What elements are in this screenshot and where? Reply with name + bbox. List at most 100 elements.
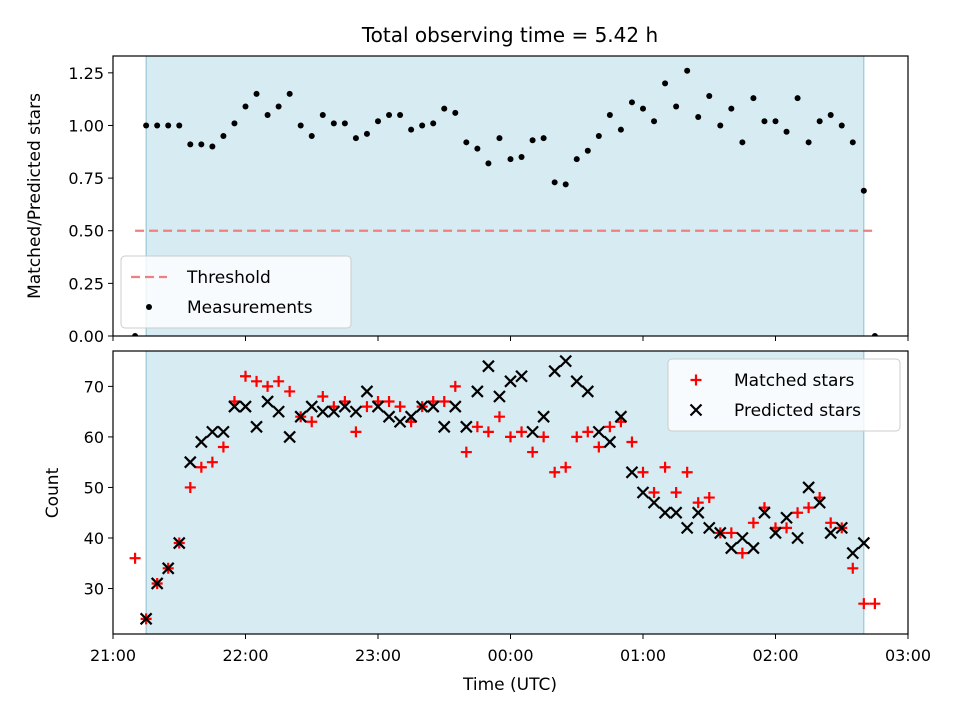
bottom-series-1-point bbox=[515, 369, 528, 383]
top-series-0-point bbox=[408, 126, 415, 133]
top-panel: 0.00 0.25 0.50 0.75 1.00 1.25 Threshold Measure… bbox=[68, 55, 909, 346]
bottom-series-1-point bbox=[747, 541, 760, 555]
bottom-series-0-point bbox=[604, 421, 616, 433]
bottom-series-0-point bbox=[747, 517, 759, 529]
top-legend-label: Threshold bbox=[186, 268, 271, 288]
top-series-0-point bbox=[485, 160, 492, 167]
top-series-0-point bbox=[132, 333, 139, 336]
top-series-0-point bbox=[551, 179, 558, 186]
bottom-series-1-point bbox=[371, 400, 385, 413]
bottom-series-0-point bbox=[725, 527, 737, 539]
bottom-series-0-point bbox=[306, 416, 318, 428]
top-series-0-point bbox=[651, 118, 658, 125]
bottom-series-0-point bbox=[571, 431, 583, 443]
bottom-series-1-point bbox=[437, 420, 451, 434]
bottom-y-axis-label: Count bbox=[43, 467, 63, 518]
top-y-tick-label: 0.00 bbox=[68, 327, 104, 346]
bottom-legend-swatch bbox=[689, 403, 703, 417]
bottom-series-1-point bbox=[581, 385, 595, 398]
bottom-series-0-point bbox=[251, 375, 263, 387]
bottom-series-0-point bbox=[803, 502, 815, 514]
top-series-0-point bbox=[441, 105, 448, 112]
bottom-y-tick-label: 40 bbox=[84, 529, 104, 548]
top-series-0-point bbox=[319, 111, 326, 118]
bottom-series-0-point bbox=[869, 598, 881, 610]
x-tick-label: 22:00 bbox=[222, 646, 268, 665]
top-series-0-point bbox=[430, 120, 437, 127]
x-tick-label: 00:00 bbox=[487, 646, 533, 665]
top-series-0-point bbox=[662, 80, 669, 87]
top-series-0-point bbox=[375, 118, 381, 125]
bottom-series-0-point bbox=[449, 380, 461, 392]
bottom-series-1-point bbox=[636, 486, 650, 499]
bottom-series-1-point bbox=[592, 425, 606, 439]
top-series-0-point bbox=[606, 111, 613, 118]
bottom-y-tick-label: 50 bbox=[84, 478, 104, 497]
bottom-series-1-point bbox=[846, 546, 860, 560]
top-series-0-point bbox=[452, 109, 459, 116]
bottom-series-1-point bbox=[736, 531, 749, 545]
top-series-0-point bbox=[308, 133, 315, 139]
bottom-series-1-point bbox=[603, 435, 617, 449]
bottom-series-1-point bbox=[261, 395, 274, 408]
top-series-0-point bbox=[165, 122, 172, 129]
top-y-tick-label: 1.25 bbox=[68, 64, 104, 83]
top-series-0-point bbox=[573, 156, 580, 163]
bottom-legend-label: Predicted stars bbox=[734, 401, 861, 421]
bottom-series-1-point bbox=[360, 385, 374, 398]
top-series-0-point bbox=[198, 141, 205, 148]
bottom-series-0-point bbox=[262, 380, 274, 392]
top-legend-label: Measurements bbox=[187, 298, 313, 318]
bottom-series-1-point bbox=[691, 506, 705, 519]
top-series-0-point bbox=[695, 114, 702, 121]
bottom-series-1-point bbox=[625, 466, 639, 479]
bottom-series-1-point bbox=[658, 506, 672, 519]
top-y-tick-label: 1.00 bbox=[68, 116, 104, 135]
bottom-series-0-point bbox=[703, 492, 715, 504]
bottom-series-1-point bbox=[482, 359, 495, 373]
bottom-y-tick-label: 70 bbox=[84, 377, 104, 396]
bottom-series-0-point bbox=[792, 507, 804, 519]
bottom-series-0-point bbox=[648, 487, 660, 498]
top-series-0-point bbox=[529, 137, 536, 144]
top-series-0-point bbox=[386, 111, 393, 118]
top-series-0-point bbox=[397, 111, 404, 118]
bottom-series-1-point bbox=[150, 577, 164, 590]
top-series-0-point bbox=[849, 139, 856, 146]
bottom-series-1-point bbox=[327, 405, 341, 418]
bottom-y-tick-label: 60 bbox=[84, 428, 104, 447]
bottom-series-0-point bbox=[626, 436, 638, 448]
bottom-series-1-point bbox=[669, 506, 683, 519]
bottom-series-0-point bbox=[593, 441, 605, 453]
bottom-series-1-point bbox=[206, 425, 219, 439]
bottom-series-1-point bbox=[172, 536, 186, 550]
top-series-0-point bbox=[363, 130, 370, 137]
top-series-0-point bbox=[595, 133, 602, 139]
bottom-series-0-point bbox=[383, 396, 395, 408]
bottom-legend-box bbox=[667, 358, 901, 432]
bottom-series-1-point bbox=[449, 400, 462, 413]
bottom-series-1-point bbox=[393, 415, 407, 429]
bottom-series-0-point bbox=[637, 466, 649, 478]
bottom-series-1-point bbox=[161, 562, 175, 575]
bottom-series-1-point bbox=[714, 526, 727, 540]
top-series-0-point bbox=[739, 139, 746, 146]
top-legend-swatch bbox=[146, 304, 152, 310]
bottom-series-1-point bbox=[426, 400, 440, 413]
x-tick-label: 03:00 bbox=[885, 646, 931, 665]
bottom-series-1-point bbox=[250, 420, 263, 434]
bottom-series-1-point bbox=[217, 425, 230, 439]
top-series-0-point bbox=[673, 103, 680, 110]
top-series-0-point bbox=[617, 126, 624, 133]
bottom-series-1-point bbox=[813, 496, 826, 509]
bottom-series-0-point bbox=[394, 401, 406, 413]
bottom-series-1-point bbox=[239, 400, 252, 413]
bottom-series-0-point bbox=[206, 456, 218, 468]
bottom-series-0-point bbox=[460, 446, 472, 458]
bottom-series-1-point bbox=[702, 521, 716, 535]
top-series-0-point bbox=[341, 120, 348, 127]
bottom-series-1-point bbox=[349, 405, 363, 418]
top-series-0-point bbox=[419, 122, 426, 129]
top-series-0-point bbox=[231, 120, 238, 127]
x-tick-label: 21:00 bbox=[90, 646, 136, 665]
